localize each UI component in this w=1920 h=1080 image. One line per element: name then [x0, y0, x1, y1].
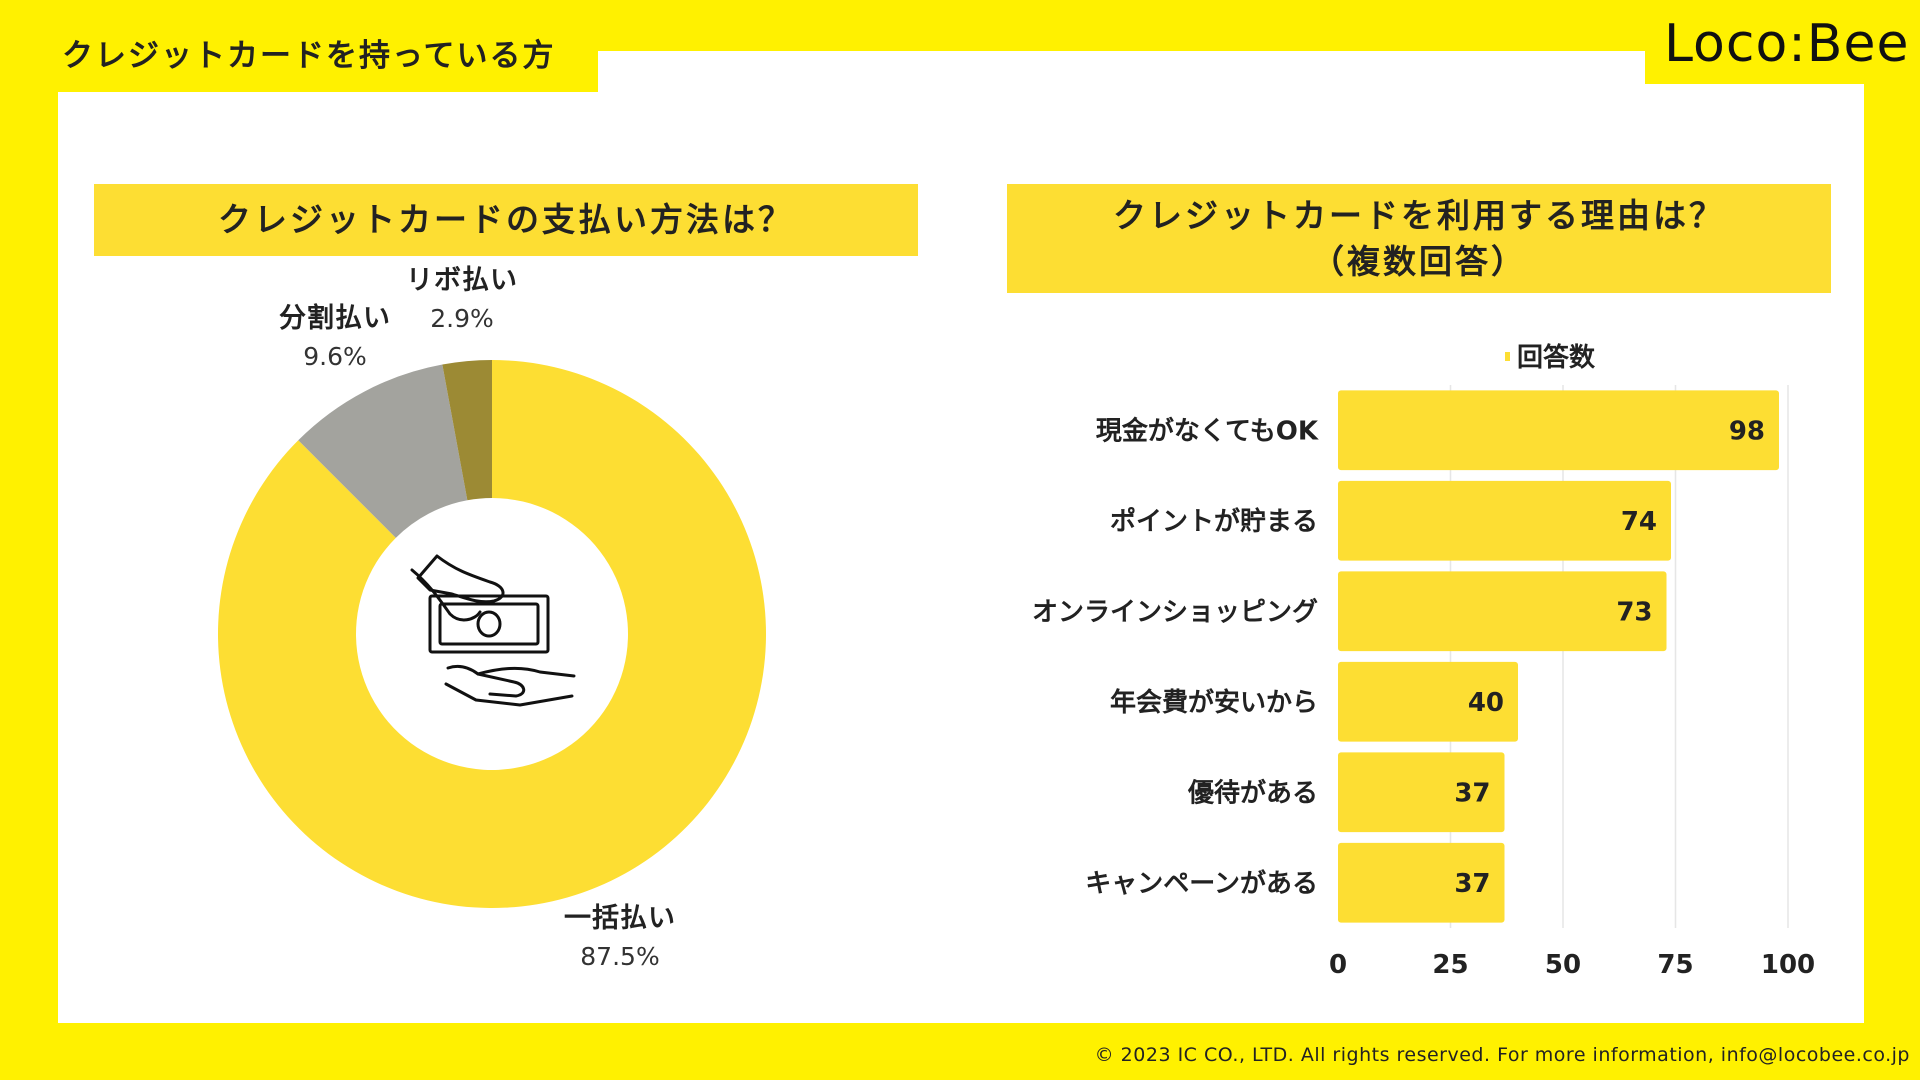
x-tick-label: 50	[1545, 950, 1581, 980]
bar	[1338, 480, 1671, 561]
category-label: 現金がなくてもOK	[1096, 415, 1319, 446]
pie-label-value: 87.5%	[580, 942, 660, 971]
bar	[1338, 842, 1505, 923]
pie-label-ikkatsu: 一括払い 87.5%	[540, 900, 700, 976]
bar-value-label: 40	[1468, 688, 1504, 718]
bar-value-label: 37	[1454, 778, 1490, 808]
bar-chart-title: クレジットカードを利用する理由は？ （複数回答）	[1007, 184, 1831, 293]
category-label: 優待がある	[1187, 777, 1318, 808]
pie-slice	[217, 360, 766, 908]
x-tick-label: 0	[1329, 950, 1347, 980]
page-title: クレジットカードを持っている方	[58, 20, 598, 92]
pie-label-value: 9.6%	[303, 342, 367, 371]
x-tick-label: 75	[1657, 950, 1693, 980]
bar-value-label: 73	[1616, 597, 1652, 627]
bar	[1338, 661, 1518, 742]
legend-label: 回答数	[1517, 342, 1596, 373]
category-label: オンラインショッピング	[1032, 597, 1318, 627]
bar	[1338, 752, 1505, 833]
locobee-logo: Loco:Bee	[1664, 14, 1910, 74]
bar-chart-title-line1: クレジットカードを利用する理由は？	[1113, 195, 1725, 235]
bar-value-label: 37	[1454, 869, 1490, 899]
pie-label-name: 分割払い	[279, 303, 391, 334]
category-label: ポイントが貯まる	[1110, 506, 1318, 537]
pie-label-bunkatsu: 分割払い 9.6%	[255, 300, 415, 376]
x-tick-label: 25	[1432, 950, 1468, 980]
hand-giving-money-icon	[410, 554, 576, 707]
pie-label-name: リボ払い	[406, 265, 518, 296]
bar-chart-title-line2: （複数回答）	[1311, 241, 1527, 281]
pie-chart-title: クレジットカードの支払い方法は？	[94, 184, 918, 256]
category-label: 年会費が安いから	[1110, 687, 1318, 718]
bar	[1338, 571, 1667, 652]
category-label: キャンペーンがある	[1085, 868, 1318, 899]
bar	[1338, 390, 1779, 471]
pie-label-ribo: リボ払い 2.9%	[382, 262, 542, 338]
pie-chart-title-text: クレジットカードの支払い方法は？	[218, 200, 794, 239]
logo-container	[1645, 0, 1920, 84]
x-tick-label: 100	[1761, 950, 1815, 980]
pie-slice	[298, 364, 468, 538]
footer-copyright: © 2023 IC CO., LTD. All rights reserved.…	[1094, 1044, 1910, 1066]
bar-value-label: 74	[1621, 507, 1657, 537]
pie-slice	[442, 360, 492, 501]
legend-swatch	[1505, 352, 1510, 361]
bar-value-label: 98	[1729, 416, 1765, 446]
pie-label-value: 2.9%	[430, 304, 494, 333]
pie-label-name: 一括払い	[564, 903, 676, 934]
